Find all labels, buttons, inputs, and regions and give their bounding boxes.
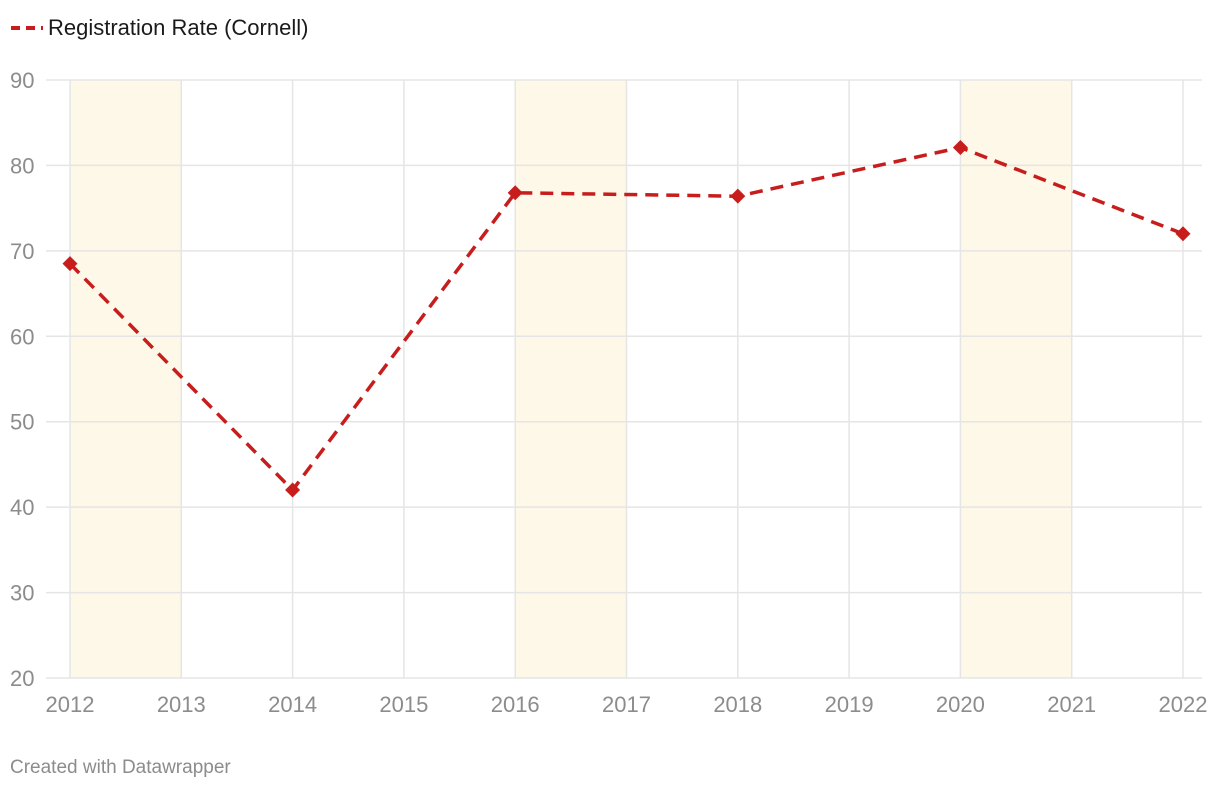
data-point-2018 — [730, 188, 746, 204]
y-tick-label: 30 — [10, 581, 34, 606]
legend-swatch-dashed-line — [11, 26, 43, 30]
x-tick-label: 2018 — [713, 692, 762, 717]
x-tick-label: 2016 — [491, 692, 540, 717]
data-point-2020 — [952, 139, 968, 155]
x-tick-label: 2013 — [157, 692, 206, 717]
y-tick-label: 40 — [10, 495, 34, 520]
legend: Registration Rate (Cornell) — [10, 12, 308, 44]
series-line-registration-rate — [68, 145, 1184, 492]
y-tick-label: 80 — [10, 153, 34, 178]
x-tick-label: 2017 — [602, 692, 651, 717]
x-tick-label: 2012 — [46, 692, 95, 717]
data-point-2022 — [1175, 226, 1191, 242]
y-tick-label: 70 — [10, 239, 34, 264]
data-point-2014 — [285, 482, 301, 498]
x-tick-label: 2020 — [936, 692, 985, 717]
highlight-band-2020-2021 — [960, 80, 1072, 678]
y-tick-label: 20 — [10, 666, 34, 691]
legend-label: Registration Rate (Cornell) — [48, 15, 309, 40]
data-point-2016 — [507, 185, 523, 201]
highlight-band-2016-2017 — [515, 80, 627, 678]
x-tick-label: 2021 — [1047, 692, 1096, 717]
data-point-2012 — [62, 256, 78, 272]
y-tick-label: 90 — [10, 68, 34, 93]
credit-footer: Created with Datawrapper — [10, 757, 231, 778]
x-tick-label: 2015 — [379, 692, 428, 717]
x-tick-label: 2014 — [268, 692, 317, 717]
x-tick-label: 2022 — [1159, 692, 1208, 717]
y-tick-label: 50 — [10, 410, 34, 435]
x-tick-label: 2019 — [825, 692, 874, 717]
highlight-band-2012-2013 — [70, 80, 182, 678]
y-tick-label: 60 — [10, 324, 34, 349]
